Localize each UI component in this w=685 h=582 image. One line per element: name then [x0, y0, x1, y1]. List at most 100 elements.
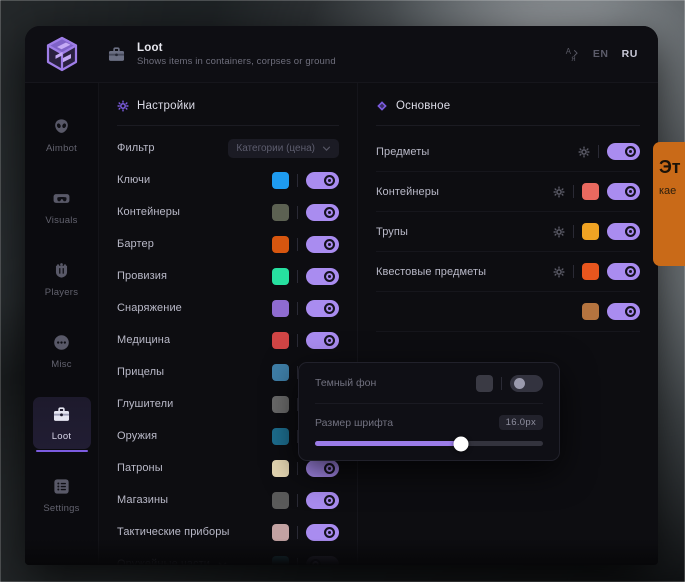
briefcase-icon — [108, 46, 125, 61]
language-switcher[interactable]: A я EN RU — [565, 46, 640, 63]
toggle-knob — [625, 186, 636, 197]
main-option-row: Контейнеры — [376, 172, 640, 212]
filter-row: Фильтр Категории (цена) — [117, 132, 339, 164]
sidebar-label: Aimbot — [45, 143, 78, 154]
toggle-knob — [324, 334, 335, 346]
color-swatch[interactable] — [272, 427, 289, 445]
row-toggle[interactable] — [607, 223, 640, 240]
row-toggle[interactable] — [306, 203, 339, 221]
dark-background-swatch[interactable] — [476, 374, 493, 392]
loot-category-label: Оружия — [117, 430, 158, 442]
loot-category-label: Магазины — [117, 494, 169, 506]
lang-en-button[interactable]: EN — [592, 48, 609, 60]
sg-cube-logo — [39, 31, 85, 77]
toggle-knob — [310, 558, 321, 565]
row-toggle[interactable] — [607, 263, 640, 280]
loot-category-row: Магазины — [117, 484, 339, 516]
main-option-label: Предметы — [376, 145, 430, 158]
color-swatch[interactable] — [582, 183, 599, 200]
color-swatch[interactable] — [272, 523, 289, 541]
loot-category-label: Медицина — [117, 334, 171, 346]
divider — [297, 365, 298, 379]
lang-ru-button[interactable]: RU — [621, 48, 638, 60]
toggle-knob — [625, 266, 636, 277]
right-section-title: Основное — [396, 100, 451, 112]
sidebar-item-loot[interactable]: Loot — [32, 397, 91, 452]
color-swatch[interactable] — [272, 235, 289, 253]
color-swatch[interactable] — [272, 459, 289, 477]
row-toggle[interactable] — [306, 299, 339, 317]
loot-category-label: Прицелы — [117, 366, 165, 378]
color-swatch[interactable] — [272, 555, 289, 565]
color-swatch[interactable] — [272, 171, 289, 189]
main-options-list: Предметы Контейнеры Трупы Квестовые предмет… — [376, 132, 640, 332]
color-swatch[interactable] — [582, 263, 599, 280]
color-swatch[interactable] — [582, 303, 599, 320]
divider — [573, 225, 574, 238]
notification-banner[interactable]: Эт кае — [653, 142, 685, 266]
row-toggle[interactable] — [607, 183, 640, 200]
loot-category-label: Тактические приборы — [117, 526, 230, 538]
gear-icon[interactable] — [578, 146, 590, 158]
loot-category-label: Глушители — [117, 398, 174, 410]
filter-label: Фильтр — [117, 142, 155, 154]
dark-background-toggle[interactable] — [510, 374, 543, 392]
divider — [297, 173, 298, 187]
sidebar-label: Players — [44, 287, 79, 298]
row-toggle[interactable] — [306, 235, 339, 253]
divider — [598, 145, 599, 158]
loot-category-label: Контейнеры — [117, 206, 180, 218]
color-swatch[interactable] — [272, 299, 289, 317]
main-option-row: Квестовые предметы — [376, 252, 640, 292]
row-toggle[interactable] — [306, 491, 339, 509]
row-toggle[interactable] — [306, 459, 339, 477]
row-toggle[interactable] — [306, 523, 339, 541]
color-swatch[interactable] — [272, 491, 289, 509]
color-swatch[interactable] — [272, 395, 289, 413]
divider — [573, 185, 574, 198]
toggle-knob — [625, 226, 636, 237]
svg-text:я: я — [571, 53, 575, 62]
color-swatch[interactable] — [272, 267, 289, 285]
left-section-title: Настройки — [137, 100, 196, 112]
toggle-knob — [324, 462, 335, 474]
color-swatch[interactable] — [272, 363, 289, 381]
filter-dropdown[interactable]: Категории (цена) — [228, 138, 339, 158]
appearance-popup: Темный фон Размер шрифта 16.0px — [298, 362, 560, 461]
loot-category-label: Снаряжение — [117, 302, 182, 314]
window-body: Aimbot Visuals Players — [25, 83, 658, 565]
gear-icon[interactable] — [553, 266, 565, 278]
toggle-knob — [514, 377, 525, 389]
filter-dropdown-value: Категории (цена) — [236, 142, 315, 154]
row-toggle[interactable] — [306, 267, 339, 285]
slider-thumb[interactable] — [453, 436, 469, 451]
window-header: Loot Shows items in containers, corpses … — [25, 26, 658, 83]
sidebar-item-misc[interactable]: Misc — [33, 325, 91, 377]
color-swatch[interactable] — [272, 203, 289, 221]
chevron-down-icon[interactable] — [218, 560, 227, 566]
sidebar-item-visuals[interactable]: Visuals — [33, 181, 91, 233]
font-size-value[interactable]: 16.0px — [498, 415, 543, 430]
gear-icon[interactable] — [553, 186, 565, 198]
sidebar-item-players[interactable]: Players — [33, 253, 91, 305]
divider — [297, 333, 298, 347]
gear-icon[interactable] — [553, 226, 565, 238]
font-size-label: Размер шрифта — [315, 416, 394, 429]
diamond-icon — [377, 101, 387, 111]
row-toggle[interactable] — [306, 171, 339, 189]
row-toggle[interactable] — [607, 143, 640, 160]
sidebar-item-aimbot[interactable]: Aimbot — [33, 109, 91, 161]
briefcase-icon — [53, 407, 70, 421]
divider — [297, 237, 298, 251]
row-toggle[interactable] — [306, 331, 339, 349]
main-option-label: Трупы — [376, 225, 408, 238]
toggle-knob — [625, 146, 636, 157]
row-toggle[interactable] — [607, 303, 640, 320]
font-size-slider[interactable] — [315, 436, 543, 451]
color-swatch[interactable] — [272, 331, 289, 349]
svg-text:A: A — [566, 46, 572, 55]
sidebar-item-settings[interactable]: Settings — [33, 469, 91, 521]
color-swatch[interactable] — [582, 223, 599, 240]
row-toggle[interactable] — [306, 555, 339, 565]
divider — [297, 269, 298, 283]
